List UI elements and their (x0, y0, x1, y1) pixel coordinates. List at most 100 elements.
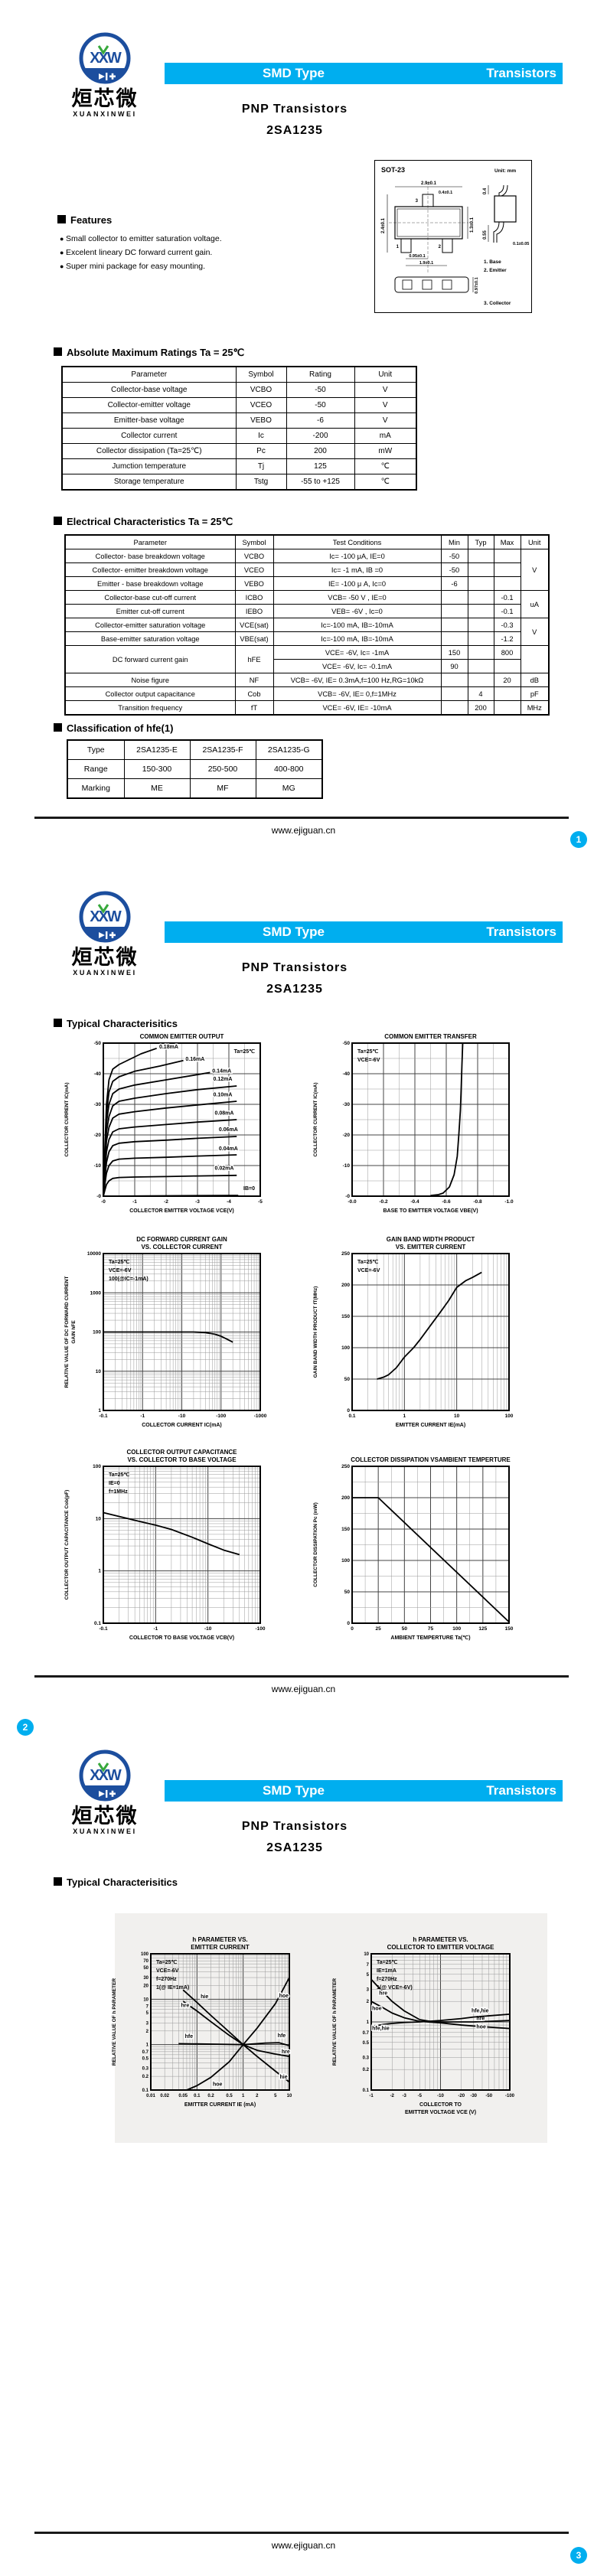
table-cell: Base-emitter saturation voltage (64, 631, 236, 646)
section-marker-icon (54, 517, 62, 525)
chart-text: 5 (367, 1973, 370, 1978)
table-cell: 2SA1235-G (255, 739, 323, 760)
table-cell: V (354, 382, 417, 398)
chart-text: 0.3 (363, 2056, 370, 2061)
chart-text: -50 (94, 1041, 102, 1046)
footer-site-url: www.ejiguan.cn (271, 1684, 336, 1694)
table-cell: Collector-base cut-off current (64, 590, 236, 605)
table-cell: ME (123, 778, 191, 799)
chart-text: hfe,hie (372, 2027, 390, 2032)
table-row: Collector output capacitance Cob VCB= -6V,… (64, 686, 550, 701)
chart-text: 100 (141, 1952, 149, 1957)
table-cell (440, 700, 468, 716)
table-row: Jumction temperature Tj 125 ℃ (61, 458, 417, 474)
table-cell: -1.2 (493, 631, 521, 646)
dim-inner-height: 1.3±0.1 (470, 217, 475, 233)
page-3: XXW 烜芯微 XUANXINWEI SMD Type Transistors … (0, 1717, 607, 2576)
page-number-badge: 2 (17, 1719, 34, 1736)
package-drawing: SOT-23 Unit: mm 2.9±0.1 3 0.4±0.1 1 2 2.… (374, 160, 532, 313)
feature-item: Super mini package for easy mounting. (60, 259, 222, 273)
table-cell (440, 590, 468, 605)
logo-romanized-name: XUANXINWEI (73, 110, 137, 119)
table-cell: VEB= -6V , Ic=0 (272, 604, 442, 618)
chart-text: 250 (341, 1251, 350, 1257)
chart-text: -20 (343, 1133, 351, 1138)
chart-text: COLLECTOR DISSIPATION VSAMBIENT TEMPERTU… (351, 1456, 511, 1463)
series-hre (182, 2000, 290, 2057)
table-row: Parameter Symbol Test Conditions Min Typ Max U… (64, 534, 550, 549)
table-cell (493, 659, 521, 673)
chart-text: 0.1 (363, 2089, 370, 2093)
table-row: Storage temperature Tstg -55 to +125 ℃ (61, 474, 417, 491)
chart-text: -0.2 (379, 1199, 388, 1205)
table-cell: Tj (235, 458, 287, 474)
chart-text: Ta=25℃ (109, 1259, 130, 1265)
abs-max-heading: Absolute Maximum Ratings Ta = 25℃ (54, 347, 244, 359)
table-cell (467, 562, 494, 577)
company-logo: XXW 烜芯微 XUANXINWEI (60, 1748, 150, 1835)
table-cell: Collector dissipation (Ta=25℃) (61, 443, 237, 459)
table-row: Range 150-300 250-500 400-800 (67, 759, 323, 779)
table-cell: -50 (286, 382, 355, 398)
logo-letters: XXW (90, 50, 122, 67)
chart-text: 0.2 (363, 2068, 370, 2072)
chart-text: DC FORWARD CURRENT GAIN (136, 1236, 227, 1243)
table-cell (467, 590, 494, 605)
device-type-title: PNP Transistors (241, 961, 348, 974)
chart-text: 5 (146, 2011, 149, 2016)
chart-text: 0.7 (363, 2031, 370, 2036)
chart-text: 150 (505, 1626, 514, 1632)
page-number-badge: 1 (570, 831, 587, 848)
chart-text: h PARAMETER VS. (192, 1936, 247, 1943)
chart-text: 0.08mA (215, 1111, 234, 1117)
series-IB=0 (103, 1195, 239, 1197)
chart-text: -0.8 (473, 1199, 482, 1205)
chart-text: 100 (452, 1626, 461, 1632)
table-cell: Ic=-100 mA, IB=-10mA (272, 631, 442, 646)
chart-text: -10 (343, 1163, 351, 1169)
chart-text: 100 (341, 1558, 350, 1564)
chart-text: RELATIVE VALUE OF h PARAMETER (332, 1978, 338, 2066)
part-number-title: 2SA1235 (266, 124, 323, 137)
table-cell: Parameter (61, 366, 237, 383)
chart-text: 50 (344, 1590, 351, 1595)
table-cell: -55 to +125 (286, 474, 355, 491)
chart-text: hre (476, 2016, 485, 2021)
chart-text: IB=0 (243, 1186, 255, 1192)
chart-text: -1 (153, 1626, 158, 1632)
chart-text: 1 (98, 1569, 101, 1574)
table-cell: Ic (235, 428, 287, 444)
table-cell (440, 631, 468, 646)
elec-char-heading-label: Electrical Characteristics Ta = 25℃ (67, 516, 233, 527)
logo-chinese-name: 烜芯微 (71, 1805, 139, 1828)
chart-text: -1 (369, 2094, 374, 2098)
chart-text: 0.1 (94, 1621, 101, 1626)
chart-text: 100 (93, 1330, 101, 1335)
chart-text: hoe (279, 1994, 289, 1999)
table-cell: Max (493, 534, 521, 549)
chart-text: 5 (274, 2094, 277, 2098)
table-cell: -50 (440, 562, 468, 577)
chart-text: hie (279, 2075, 287, 2080)
table-cell: pF (520, 686, 550, 701)
table-row: Collector-base voltage VCBO -50 V (61, 382, 417, 398)
table-cell (520, 645, 550, 673)
table-cell: VCE(sat) (234, 618, 274, 632)
chart-text: 100 (93, 1464, 101, 1469)
pin-legend-base: 1. Base (484, 259, 501, 265)
chart-text: 250 (341, 1464, 350, 1469)
table-cell: Transition frequency (64, 700, 236, 716)
chart-text: 0.02 (160, 2094, 169, 2098)
chart-text: COLLECTOR TO BASE VOLTAGE VCB(V) (129, 1635, 234, 1641)
chart-text: -20 (94, 1133, 102, 1138)
chart-text: 1 (367, 2020, 370, 2025)
table-cell (467, 645, 494, 660)
chart-text: 1 (403, 1414, 406, 1419)
table-cell: ℃ (354, 458, 417, 474)
chart-text: -0.6 (442, 1199, 451, 1205)
table-cell: MF (189, 778, 256, 799)
chart-text: 150 (341, 1527, 350, 1532)
table-cell: VCEO (234, 562, 274, 577)
table-row: Collector current Ic -200 mA (61, 428, 417, 444)
features-heading-label: Features (70, 214, 113, 226)
